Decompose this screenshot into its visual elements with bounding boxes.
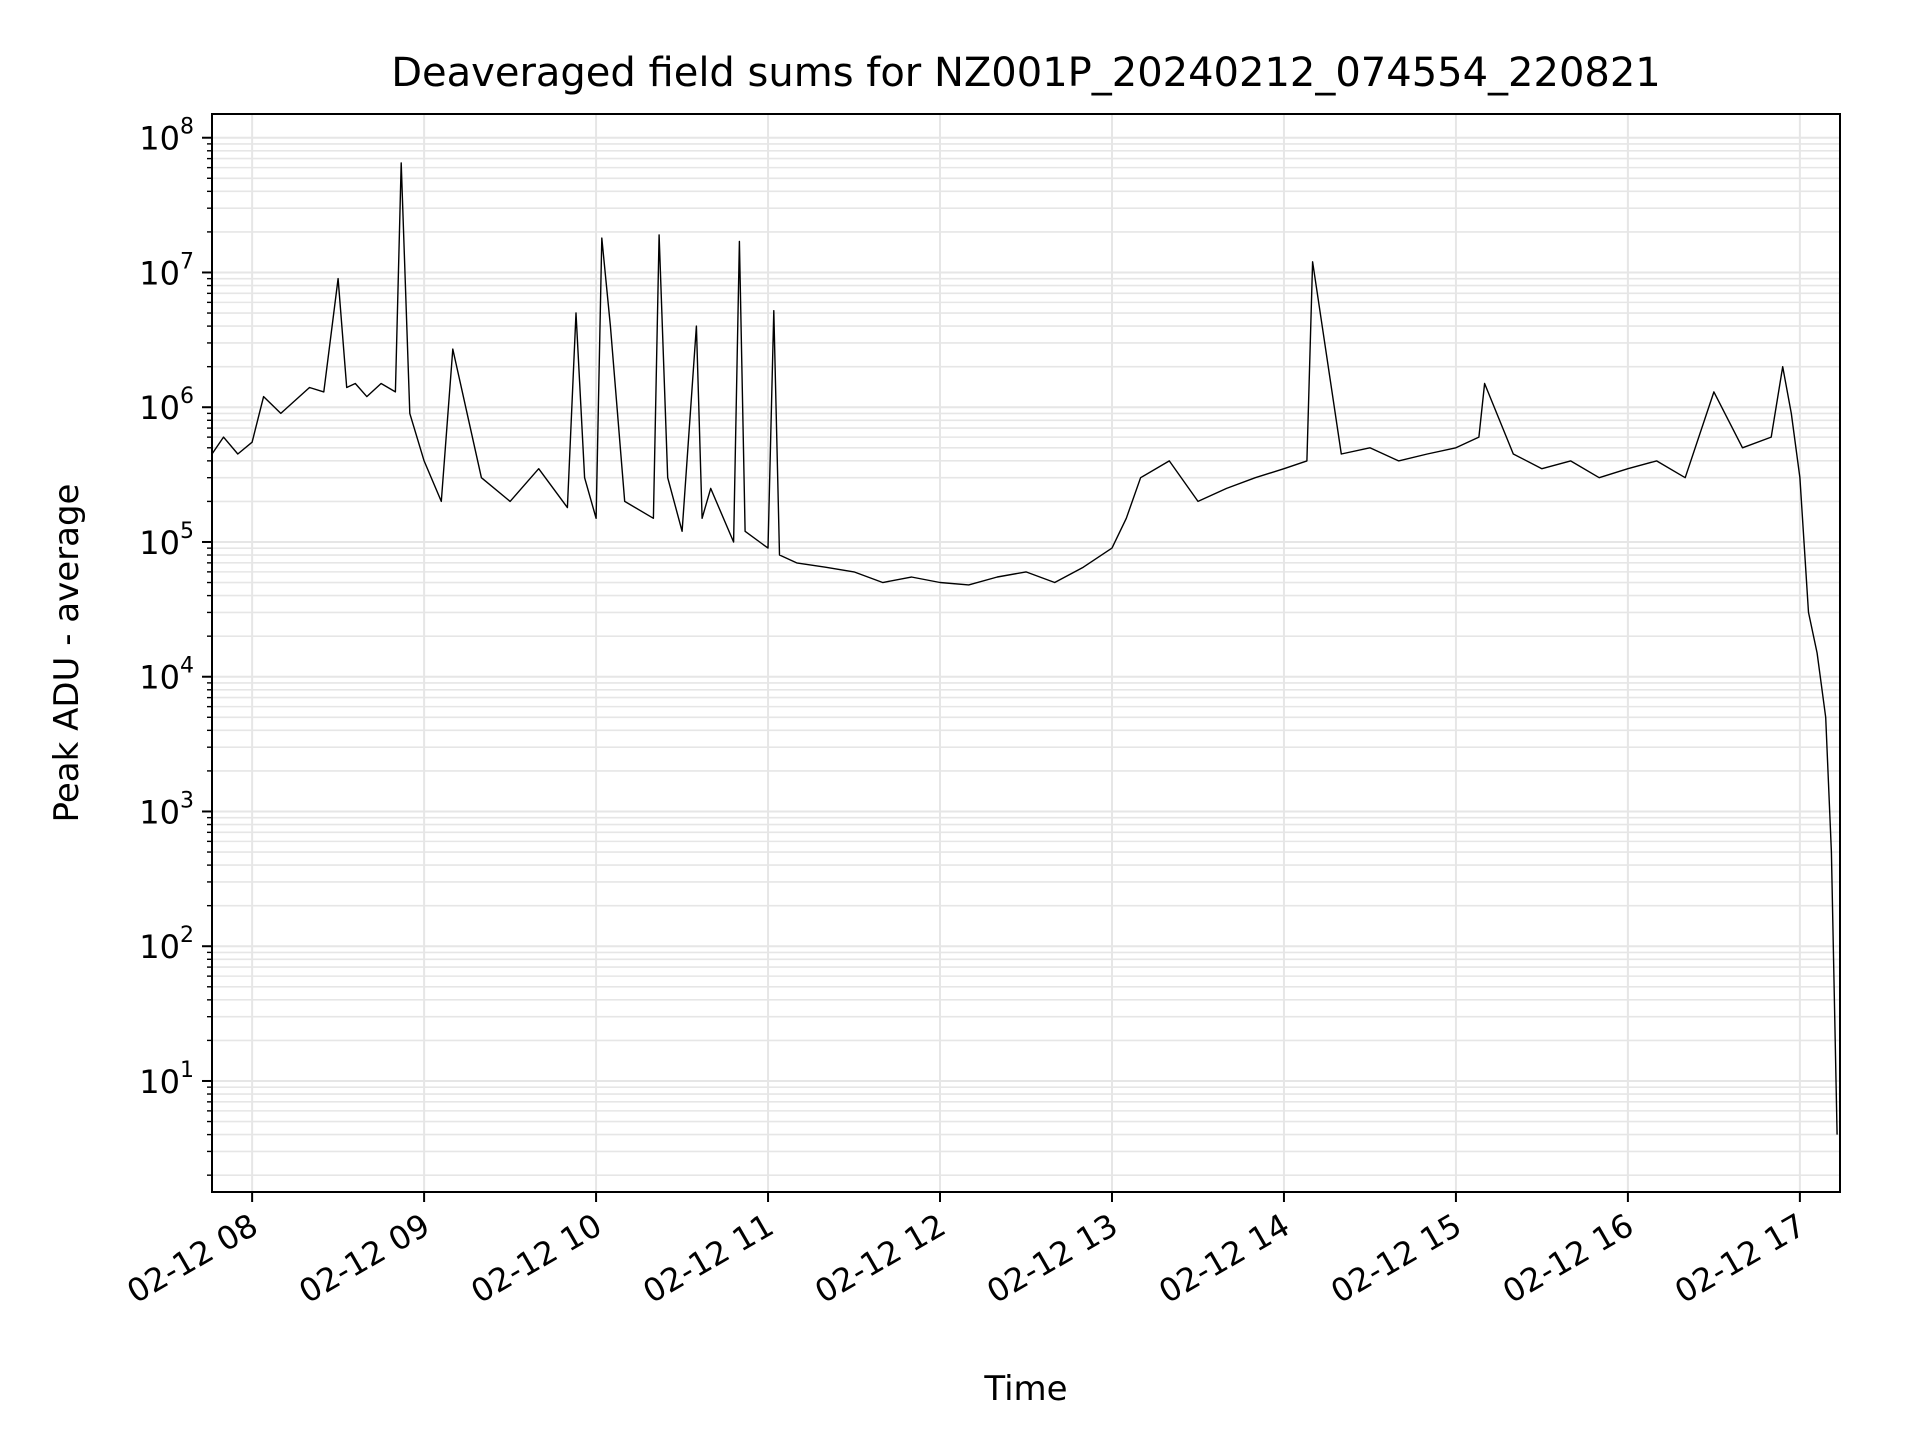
y-tick-base: 10 xyxy=(139,928,180,966)
x-tick-label: 02-12 12 xyxy=(808,1206,952,1311)
y-tick-label: 101 xyxy=(139,1058,194,1101)
y-tick-exponent: 5 xyxy=(180,519,194,544)
series-layer xyxy=(211,162,1838,1135)
x-tick-label: 02-12 13 xyxy=(980,1206,1124,1311)
y-tick-exponent: 4 xyxy=(180,654,194,679)
y-tick-exponent: 3 xyxy=(180,788,194,813)
x-tick-label: 02-12 11 xyxy=(636,1206,780,1311)
y-tick-base: 10 xyxy=(139,254,180,292)
y-tick-base: 10 xyxy=(139,659,180,697)
plot-frame xyxy=(211,113,1841,1193)
chart-title: Deaveraged field sums for NZ001P_2024021… xyxy=(391,50,1661,96)
y-tick-exponent: 2 xyxy=(180,923,194,948)
y-tick-label: 104 xyxy=(139,654,194,697)
grid-lines xyxy=(212,114,1840,1192)
y-axis-label: Peak ADU - average xyxy=(47,484,87,823)
y-tick-base: 10 xyxy=(139,524,180,562)
y-tick-exponent: 6 xyxy=(180,384,194,409)
x-axis-label: Time xyxy=(983,1369,1067,1409)
series-line xyxy=(211,162,1838,1135)
x-tick-label: 02-12 15 xyxy=(1324,1206,1468,1311)
x-tick-label: 02-12 14 xyxy=(1152,1206,1296,1311)
y-tick-base: 10 xyxy=(139,1063,180,1101)
y-tick-label: 103 xyxy=(139,788,194,831)
x-tick-label: 02-12 16 xyxy=(1496,1206,1640,1311)
x-axis-ticks: 02-12 08 02-12 09 02-12 10 02-12 11 02-12 12… xyxy=(121,1192,1812,1311)
x-tick-label: 02-12 09 xyxy=(292,1206,436,1311)
y-tick-exponent: 1 xyxy=(180,1058,194,1083)
y-tick-label: 107 xyxy=(139,249,194,292)
y-tick-label: 108 xyxy=(139,115,194,158)
y-tick-label: 106 xyxy=(139,384,194,427)
y-tick-label: 102 xyxy=(139,923,194,966)
y-tick-exponent: 7 xyxy=(180,249,194,274)
y-tick-label: 105 xyxy=(139,519,194,562)
x-tick-label: 02-12 08 xyxy=(121,1206,265,1311)
y-tick-exponent: 8 xyxy=(180,115,194,140)
y-tick-base: 10 xyxy=(139,389,180,427)
y-tick-base: 10 xyxy=(139,793,180,831)
x-tick-label: 02-12 17 xyxy=(1668,1206,1812,1311)
x-tick-label: 02-12 10 xyxy=(464,1206,608,1311)
y-tick-base: 10 xyxy=(139,120,180,158)
